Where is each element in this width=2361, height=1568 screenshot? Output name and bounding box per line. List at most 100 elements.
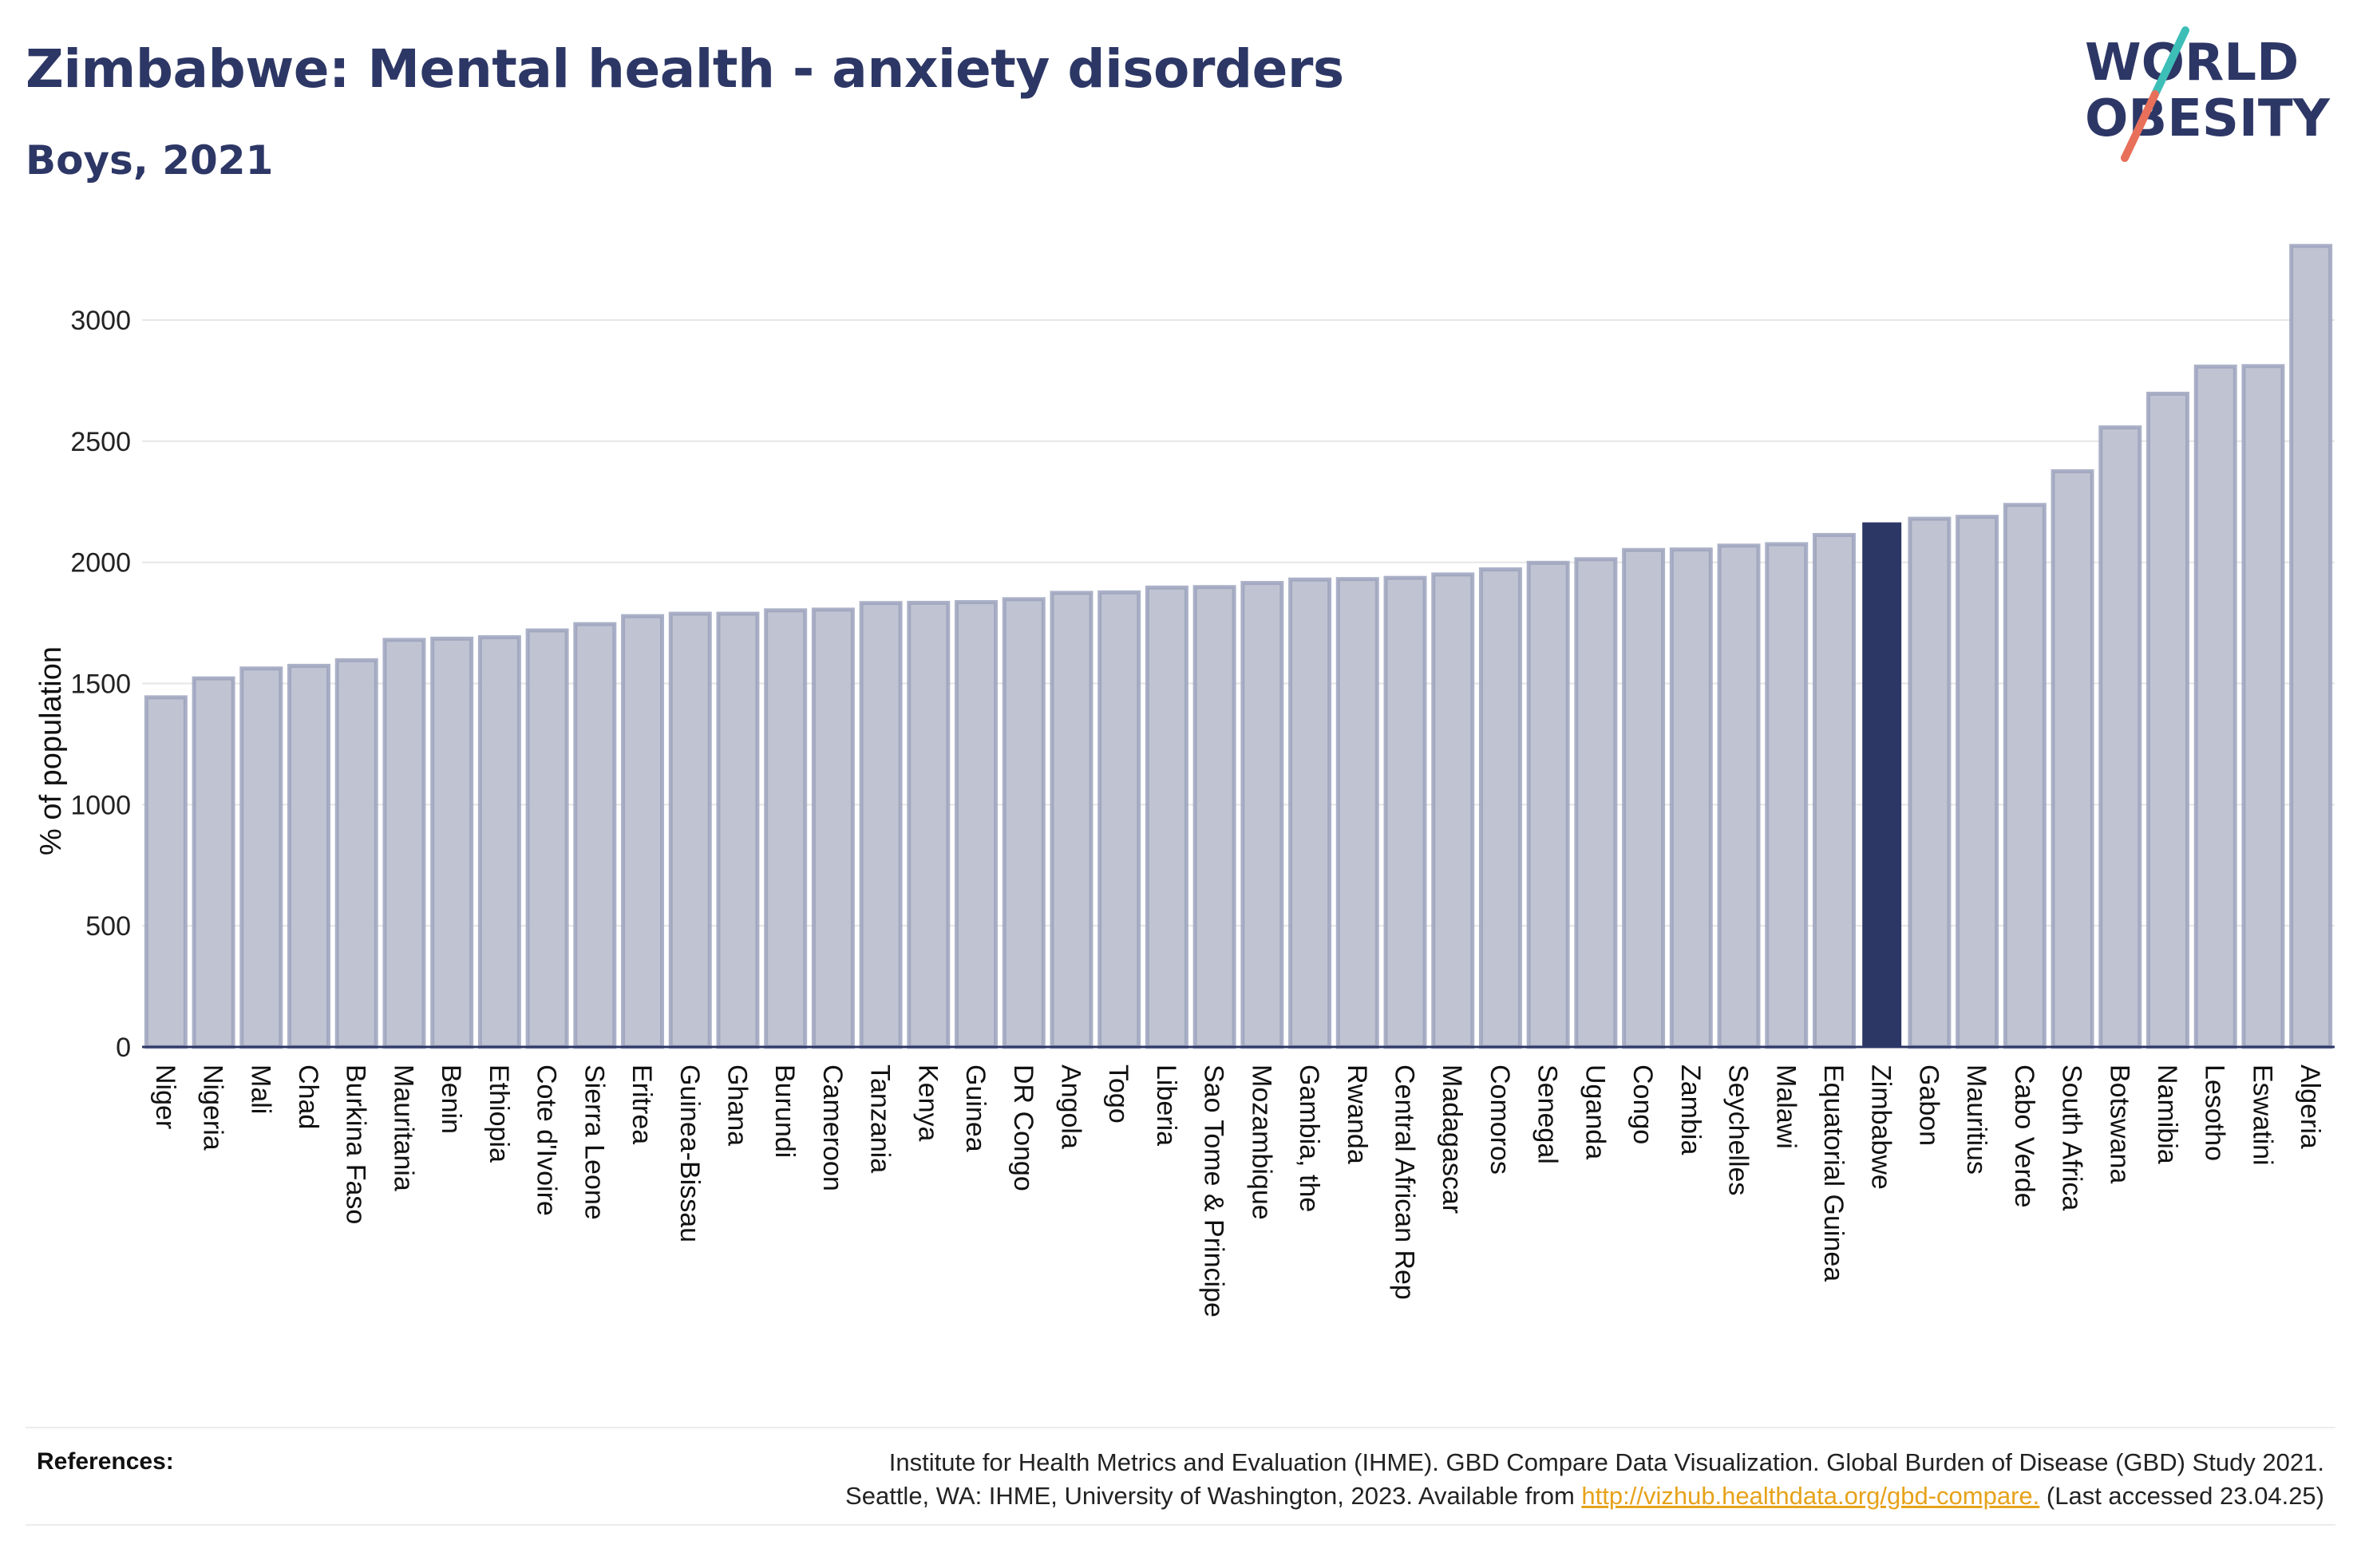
x-tick-label: Tanzania — [865, 1064, 896, 1173]
x-tick-label: Nigeria — [198, 1064, 228, 1151]
bar — [859, 601, 903, 1049]
bar — [334, 658, 378, 1049]
x-tick-label: Madagascar — [1437, 1064, 1467, 1214]
x-tick-label: Mali — [245, 1064, 275, 1114]
x-tick-label: DR Congo — [1008, 1064, 1038, 1191]
bar — [1669, 547, 1713, 1049]
logo-slash-top — [2151, 26, 2189, 98]
bar — [955, 600, 999, 1049]
bar — [1622, 547, 1666, 1049]
bar — [1383, 575, 1427, 1049]
bar — [192, 676, 235, 1049]
x-tick-label: Congo — [1627, 1064, 1658, 1144]
x-tick-label: Central African Rep — [1390, 1064, 1420, 1300]
bar — [2241, 364, 2285, 1049]
bar — [1812, 532, 1856, 1049]
bar — [2098, 425, 2142, 1049]
y-tick-label: 3000 — [70, 306, 131, 336]
x-tick-label: Cameroon — [817, 1064, 848, 1191]
references-line2: Seattle, WA: IHME, University of Washing… — [488, 1479, 2324, 1513]
bar — [764, 608, 808, 1049]
bar — [2051, 469, 2094, 1049]
x-tick-label: Ethiopia — [484, 1064, 514, 1163]
x-tick-label: Malawi — [1770, 1064, 1801, 1149]
bar — [239, 666, 283, 1049]
x-tick-label: Angola — [1055, 1064, 1086, 1149]
x-tick-label: Sierra Leone — [579, 1064, 609, 1220]
x-tick-label: Kenya — [912, 1064, 943, 1141]
x-tick-label: Ghana — [722, 1064, 752, 1146]
y-tick-label: 2000 — [70, 548, 131, 579]
x-tick-label: Cote d'Ivoire — [532, 1064, 562, 1216]
bar-chart: 0 500 1000 1500 2000 2500 3000 % of population N… — [34, 243, 2335, 1317]
references-top-divider — [26, 1427, 2335, 1428]
bar — [1956, 515, 1999, 1049]
bar — [1765, 542, 1809, 1049]
x-tick-label: Senegal — [1532, 1064, 1563, 1164]
bar — [525, 628, 569, 1049]
references-line2-prefix: Seattle, WA: IHME, University of Washing… — [845, 1482, 1582, 1510]
references-line2-suffix: (Last accessed 23.04.25) — [2039, 1482, 2324, 1510]
bar — [1908, 516, 1952, 1049]
bar — [1145, 585, 1188, 1049]
x-tick-label: Cabo Verde — [2009, 1064, 2039, 1208]
bar — [1192, 585, 1236, 1049]
bar — [144, 695, 188, 1049]
references-text: Institute for Health Metrics and Evaluat… — [488, 1446, 2324, 1513]
x-tick-label: Zambia — [1675, 1064, 1706, 1155]
y-tick-label: 2500 — [70, 427, 131, 457]
x-tick-label: Rwanda — [1342, 1064, 1372, 1164]
bar — [1431, 572, 1475, 1049]
x-tick-label: Eswatini — [2247, 1064, 2277, 1166]
x-tick-label: Benin — [436, 1064, 466, 1134]
bar — [1574, 557, 1618, 1049]
bar — [907, 600, 951, 1049]
x-tick-label: Lesotho — [2200, 1064, 2230, 1161]
bar — [716, 611, 760, 1049]
bar — [811, 607, 855, 1049]
bar — [573, 622, 617, 1049]
x-tick-label: Gambia, the — [1294, 1064, 1324, 1212]
bar — [668, 611, 712, 1049]
x-tick-label: Botswana — [2104, 1064, 2134, 1183]
y-tick-label: 0 — [116, 1033, 131, 1063]
x-tick-label: Comoros — [1485, 1064, 1515, 1175]
x-tick-label: Liberia — [1151, 1064, 1181, 1146]
x-tick-label: Algeria — [2295, 1064, 2325, 1149]
x-tick-label: Togo — [1103, 1064, 1133, 1124]
x-tick-label: Eritrea — [627, 1064, 657, 1144]
bar — [1335, 577, 1379, 1049]
references-bottom-divider — [26, 1524, 2335, 1526]
logo-slash-bottom — [2121, 90, 2159, 162]
x-tick-label: Mauritius — [1961, 1064, 1991, 1175]
bar — [1002, 597, 1046, 1049]
x-tick-label: Sao Tome & Principe — [1199, 1064, 1229, 1317]
bar — [287, 663, 330, 1049]
bar — [2146, 391, 2189, 1049]
bar — [2003, 503, 2047, 1049]
logo-line1: WORLD — [2085, 34, 2299, 93]
x-tick-label: Guinea-Bissau — [674, 1064, 705, 1242]
bar — [477, 635, 521, 1049]
logo-line2: OBESITY — [2085, 89, 2330, 148]
x-tick-label: Mauritania — [388, 1064, 418, 1191]
x-tick-label: Zimbabwe — [1866, 1064, 1896, 1190]
y-tick-label: 1500 — [70, 669, 131, 700]
x-tick-label: Burundi — [769, 1064, 800, 1158]
y-tick-label: 1000 — [70, 790, 131, 820]
chart-subtitle: Boys, 2021 — [26, 137, 274, 184]
bar — [621, 614, 665, 1049]
references-link[interactable]: http://vizhub.healthdata.org/gbd-compare… — [1581, 1482, 2040, 1510]
bar — [1240, 581, 1284, 1049]
bar — [2193, 364, 2237, 1049]
bar — [1050, 590, 1093, 1049]
world-obesity-logo: WORLD OBESITY — [2085, 26, 2330, 162]
x-tick-label: Uganda — [1580, 1064, 1610, 1159]
x-tick-label: Gabon — [1913, 1064, 1944, 1146]
bar — [1288, 577, 1332, 1049]
y-axis-title: % of population — [34, 646, 68, 855]
x-tick-label: Seychelles — [1723, 1064, 1754, 1195]
bar — [1526, 560, 1570, 1049]
bar — [382, 638, 426, 1049]
x-tick-label: Guinea — [960, 1064, 991, 1152]
